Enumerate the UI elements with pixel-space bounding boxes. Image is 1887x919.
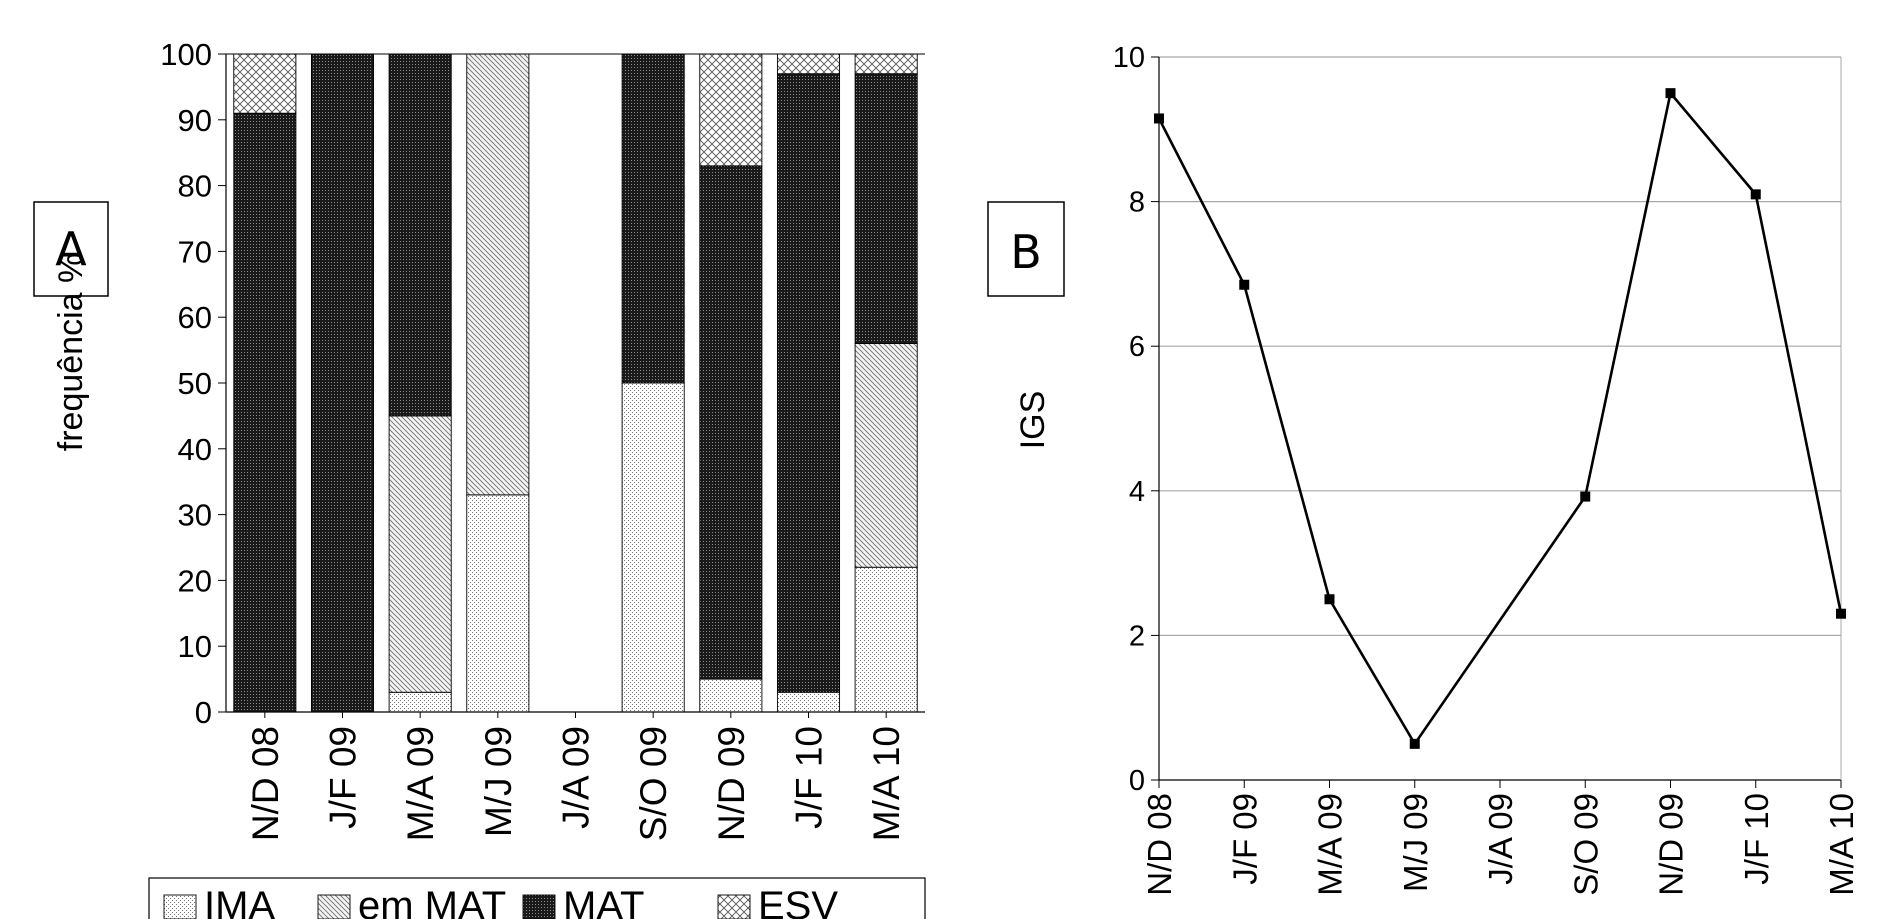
x-tick-label-b: J/A 09 bbox=[1482, 793, 1519, 885]
x-tick-label-a: N/D 08 bbox=[245, 726, 286, 841]
x-tick-label-b: J/F 10 bbox=[1738, 793, 1775, 885]
y-tick-labels-b: 0 2 4 6 8 10 bbox=[1113, 42, 1159, 797]
y-tick-label-a: 100 bbox=[160, 37, 212, 72]
bar-mat-j-f-10 bbox=[776, 73, 841, 693]
y-tick-label-b: 10 bbox=[1113, 42, 1145, 74]
bar-esv-n-d-08 bbox=[233, 53, 297, 114]
x-tick-label-a: M/A 10 bbox=[866, 726, 907, 841]
bar-em-mat-m-a-10 bbox=[854, 343, 918, 568]
line-chart: 0 2 4 6 8 10 N/D 08 J/F 09 M/A 09 M/J 09 J/A 09 S/… bbox=[987, 42, 1860, 896]
legend-swatch-em-mat bbox=[317, 894, 351, 919]
data-point-m-a-10 bbox=[1836, 608, 1846, 619]
bar-esv-n-d-09 bbox=[699, 53, 763, 167]
bar-ima-j-f-10 bbox=[776, 691, 841, 713]
y-tick-label-a: 90 bbox=[178, 103, 212, 138]
bar-em-mat-m-j-09 bbox=[466, 53, 530, 496]
legend-label-esv: ESV bbox=[758, 884, 838, 919]
bar-mat-n-d-09 bbox=[699, 165, 763, 680]
y-tick-labels-a: 0 10 20 30 40 50 60 70 80 90 100 bbox=[160, 37, 226, 730]
y-tick-label-b: 2 bbox=[1129, 620, 1145, 652]
bar-esv-m-a-10 bbox=[854, 53, 918, 75]
y-axis-label-a: frequência % bbox=[52, 253, 90, 451]
x-tick-label-a: J/F 10 bbox=[789, 726, 830, 829]
bar-mat-m-a-09 bbox=[388, 53, 452, 417]
panel-b-label: B bbox=[1010, 225, 1042, 279]
bar-ima-m-a-10 bbox=[854, 566, 918, 713]
x-tick-labels-b: N/D 08 J/F 09 M/A 09 M/J 09 J/A 09 S/O 09 N/D … bbox=[1141, 780, 1860, 896]
data-point-j-f-10 bbox=[1750, 189, 1761, 200]
legend-label-em-mat: em MAT bbox=[358, 884, 506, 919]
legend-swatch-ima bbox=[163, 894, 197, 919]
bar-ima-m-j-09 bbox=[466, 494, 530, 713]
x-tick-label-b: J/F 09 bbox=[1226, 793, 1263, 885]
series-line bbox=[1154, 88, 1846, 749]
x-tick-label-b: M/A 10 bbox=[1823, 793, 1860, 896]
y-tick-label-a: 30 bbox=[178, 498, 212, 533]
data-point-j-f-09 bbox=[1239, 279, 1250, 290]
x-tick-label-a: J/F 09 bbox=[323, 726, 364, 829]
x-tick-labels-a: N/D 08 J/F 09 M/A 09 M/J 09 J/A 09 S/O 09 N/D … bbox=[245, 712, 907, 841]
bar-ima-m-a-09 bbox=[388, 691, 452, 713]
bar-mat-m-a-10 bbox=[854, 73, 918, 344]
x-tick-label-b: M/A 09 bbox=[1312, 793, 1349, 896]
y-tick-label-a: 40 bbox=[178, 432, 212, 467]
gridlines-b bbox=[1159, 56, 1841, 637]
y-tick-label-a: 10 bbox=[178, 629, 212, 664]
data-point-m-a-09 bbox=[1324, 594, 1335, 605]
y-tick-label-a: 0 bbox=[195, 695, 212, 730]
legend-swatch-mat bbox=[522, 894, 556, 919]
data-point-m-j-09 bbox=[1409, 738, 1420, 749]
legend-swatch-esv bbox=[717, 894, 751, 919]
bar-ima-n-d-09 bbox=[699, 678, 763, 713]
panel-a-box bbox=[33, 201, 109, 297]
stacked-bar-chart: 0 10 20 30 40 50 60 70 80 90 100 N/D 08 J/F 09 M/A 0… bbox=[33, 37, 926, 919]
bars bbox=[233, 53, 918, 713]
bar-mat-n-d-08 bbox=[233, 112, 297, 713]
legend-label-mat: MAT bbox=[563, 884, 644, 919]
bar-em-mat-m-a-09 bbox=[388, 415, 452, 693]
y-tick-label-a: 20 bbox=[178, 563, 212, 598]
bar-ima-s-o-09 bbox=[621, 382, 685, 713]
bar-mat-s-o-09 bbox=[621, 53, 685, 384]
y-tick-label-a: 60 bbox=[178, 300, 212, 335]
bar-mat-j-f-09 bbox=[310, 53, 375, 713]
y-tick-label-b: 6 bbox=[1129, 331, 1145, 363]
x-tick-label-a: M/J 09 bbox=[478, 726, 519, 837]
x-tick-label-a: M/A 09 bbox=[400, 726, 441, 841]
x-tick-label-a: J/A 09 bbox=[556, 726, 597, 829]
x-tick-label-b: M/J 09 bbox=[1397, 793, 1434, 892]
y-tick-label-b: 4 bbox=[1129, 476, 1145, 508]
panel-b-box bbox=[987, 201, 1065, 297]
data-point-n-d-09 bbox=[1665, 88, 1676, 99]
igs-line bbox=[1157, 90, 1843, 747]
axes-b bbox=[1158, 57, 1842, 781]
data-point-n-d-08 bbox=[1154, 113, 1164, 124]
y-tick-label-a: 80 bbox=[178, 169, 212, 204]
bar-esv-j-f-10 bbox=[776, 53, 841, 75]
y-tick-label-a: 70 bbox=[178, 234, 212, 269]
y-axis-label-b: IGS bbox=[1014, 391, 1052, 450]
x-tick-label-b: S/O 09 bbox=[1567, 793, 1604, 896]
legend: IMA em MAT MAT ESV bbox=[148, 877, 926, 919]
x-tick-label-a: N/D 09 bbox=[711, 726, 752, 841]
y-tick-label-a: 50 bbox=[178, 366, 212, 401]
y-tick-label-b: 8 bbox=[1129, 187, 1145, 219]
legend-label-ima: IMA bbox=[204, 884, 275, 919]
x-tick-label-b: N/D 09 bbox=[1653, 793, 1690, 896]
x-tick-label-a: S/O 09 bbox=[633, 726, 674, 841]
data-point-s-o-09 bbox=[1580, 491, 1591, 502]
y-tick-label-b: 0 bbox=[1129, 765, 1145, 797]
x-tick-label-b: N/D 08 bbox=[1141, 793, 1178, 896]
panel-a-label: A bbox=[55, 222, 87, 276]
